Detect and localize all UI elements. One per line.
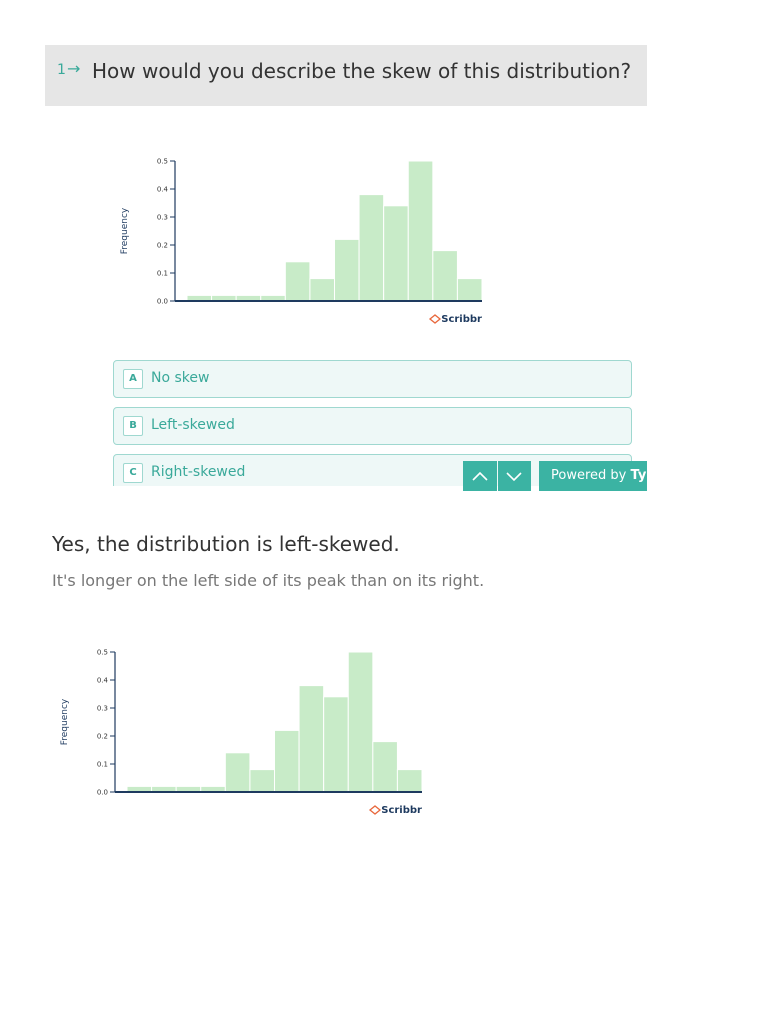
watermark: Scribbr	[381, 805, 422, 816]
y-tick-label: 0.3	[97, 705, 108, 713]
option-key: A	[123, 369, 143, 389]
question-text: How would you describe the skew of this …	[92, 59, 632, 83]
bar	[274, 729, 300, 793]
prev-button[interactable]	[463, 461, 497, 491]
bar	[249, 769, 276, 793]
answer-title: Yes, the distribution is left-skewed.	[52, 532, 400, 556]
y-tick-label: 0.5	[97, 649, 108, 657]
y-axis-label: Frequency	[120, 207, 130, 254]
option-label: Right-skewed	[151, 464, 246, 480]
option-label: No skew	[151, 370, 210, 386]
answer-explanation: It's longer on the left side of its peak…	[52, 571, 485, 590]
powered-by[interactable]: Powered by Typ	[539, 461, 647, 491]
option-key: B	[123, 416, 143, 436]
bar	[407, 160, 434, 302]
bar	[432, 250, 458, 302]
option-key: C	[123, 463, 143, 483]
y-tick-label: 0.1	[97, 761, 108, 769]
y-tick-label: 0.2	[157, 242, 168, 250]
bar	[224, 752, 251, 793]
y-tick-label: 0.4	[97, 677, 109, 685]
option[interactable]: A No skew	[113, 360, 632, 398]
brand: Typ	[630, 468, 648, 483]
bar	[372, 741, 398, 793]
y-tick-label: 0.0	[97, 789, 108, 797]
y-tick-label: 0.0	[157, 298, 168, 306]
question-bar	[45, 45, 647, 106]
up-icon	[472, 471, 488, 481]
y-tick-label: 0.2	[97, 733, 108, 741]
arrow-icon: →	[67, 59, 81, 78]
y-tick-label: 0.4	[157, 186, 169, 194]
bar	[309, 278, 336, 302]
chart: 0.0 0.1 0.2 0.3 0.4 0.5 Frequency Scribbr	[120, 158, 483, 325]
bar	[347, 651, 374, 793]
logo-icon	[368, 805, 382, 815]
bar	[396, 769, 423, 793]
y-axis-label: Frequency	[60, 698, 70, 745]
y-tick-label: 0.5	[157, 158, 168, 166]
bar	[334, 238, 360, 302]
question-number: 1	[57, 62, 66, 78]
logo-icon	[428, 314, 442, 324]
bar	[323, 696, 349, 793]
chart: 0.0 0.1 0.2 0.3 0.4 0.5 Frequency Scribbr	[60, 649, 423, 816]
bar	[358, 194, 385, 302]
option-label: Left-skewed	[151, 417, 235, 433]
bar	[284, 261, 311, 302]
watermark: Scribbr	[441, 314, 482, 325]
down-icon	[506, 472, 522, 482]
bar	[298, 685, 325, 793]
bar	[383, 205, 409, 302]
bar	[456, 278, 483, 302]
powered-text: Powered by	[551, 468, 627, 483]
y-tick-label: 0.3	[157, 214, 168, 222]
y-tick-label: 0.1	[157, 270, 168, 278]
option[interactable]: B Left-skewed	[113, 407, 632, 445]
next-button[interactable]	[498, 461, 531, 491]
